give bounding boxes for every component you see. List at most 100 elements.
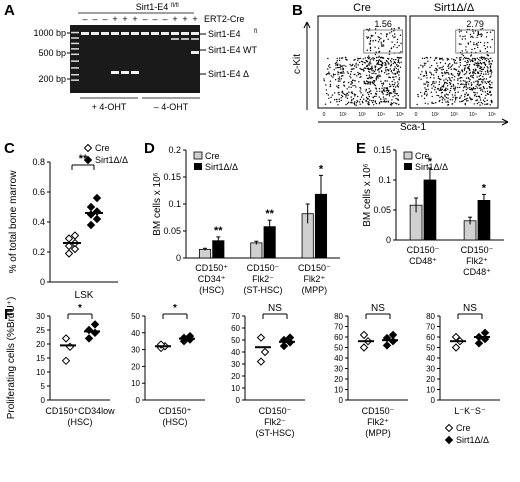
- flow-dot: [477, 64, 479, 66]
- flow-dot: [444, 62, 447, 65]
- flow-dot: [361, 63, 364, 66]
- flow-dot: [474, 58, 477, 61]
- flow-dot: [362, 58, 364, 60]
- f-y-tick-label: 10: [426, 386, 435, 395]
- flow-dot: [445, 97, 448, 99]
- f-point-sirt1: [480, 328, 490, 338]
- f-category-label: (MPP): [365, 428, 391, 438]
- flow-dot: [464, 57, 467, 59]
- flow-dot: [394, 66, 396, 68]
- flow-dot: [363, 98, 365, 100]
- flow-dot: [357, 95, 359, 98]
- flow-dot: [426, 80, 428, 83]
- flow-dot: [451, 99, 453, 101]
- flow-dot: [446, 71, 448, 74]
- flow-dot: [476, 42, 478, 45]
- flow-dot: [384, 72, 386, 74]
- e-category-label: CD150⁻: [461, 245, 494, 255]
- flow-dot: [340, 99, 342, 102]
- flow-dot: [441, 69, 443, 71]
- flow-dot: [372, 97, 374, 99]
- flow-dot: [365, 90, 367, 92]
- flow-x-tick: 0: [415, 112, 418, 118]
- flow-dot: [350, 83, 352, 86]
- flow-dot: [459, 35, 461, 37]
- flow-dot: [397, 68, 399, 71]
- flow-dot: [464, 80, 466, 82]
- flow-dot: [380, 33, 382, 35]
- flow-dot: [337, 73, 339, 76]
- flow-dot: [487, 71, 489, 73]
- panel-label-a: A: [4, 2, 15, 19]
- flow-dot: [395, 76, 397, 78]
- flow-dot: [442, 68, 445, 71]
- flow-dot: [366, 92, 369, 94]
- flow-dot: [385, 64, 387, 66]
- flow-dot: [470, 82, 472, 84]
- flow-dot: [358, 72, 360, 75]
- gate-value: 2.79: [466, 19, 484, 29]
- flow-dot: [333, 99, 336, 101]
- flow-dot: [478, 95, 480, 98]
- flow-dot: [471, 76, 473, 78]
- flow-dot: [325, 89, 328, 91]
- flow-dot: [380, 37, 382, 40]
- flow-dot: [439, 58, 441, 60]
- flow-dot: [454, 99, 457, 101]
- flow-dot: [448, 67, 450, 70]
- flow-dot: [372, 35, 374, 37]
- c-y-axis-label: % of total bone marrow: [8, 170, 19, 274]
- flow-dot: [484, 81, 486, 83]
- band-wt: [191, 38, 199, 40]
- ladder-label: 500 bp: [38, 48, 66, 58]
- d-y-tick-label: 0.1: [168, 199, 181, 209]
- lsk-gate: [455, 29, 495, 54]
- flow-dot: [379, 67, 381, 69]
- flow-dot: [426, 77, 428, 79]
- flow-dot: [380, 98, 382, 100]
- flow-dot: [473, 71, 475, 74]
- d-bar-cre: [198, 248, 212, 259]
- flow-dot: [459, 59, 461, 62]
- flow-dot: [347, 94, 349, 96]
- flow-dot: [453, 87, 455, 89]
- flow-dot: [484, 48, 487, 50]
- flow-dot: [456, 62, 458, 64]
- panel-label-b: B: [292, 2, 303, 19]
- flow-dot: [440, 95, 443, 98]
- ladder-label: 1000 bp: [33, 28, 66, 38]
- flow-dot: [476, 83, 479, 86]
- flow-dot: [349, 63, 351, 66]
- flow-dot: [388, 73, 390, 75]
- flow-dot: [371, 81, 374, 83]
- flow-dot: [464, 56, 466, 59]
- flow-dot: [367, 103, 369, 105]
- flow-dot: [383, 88, 385, 91]
- flow-dot: [351, 92, 354, 95]
- flow-dot: [377, 77, 379, 79]
- flow-dot: [378, 88, 381, 90]
- d-y-tick-label: 0.2: [168, 145, 181, 155]
- flow-dot: [485, 82, 488, 85]
- c-point-sirt1: [92, 193, 102, 203]
- flow-dot: [393, 102, 395, 104]
- flow-dot: [468, 72, 471, 75]
- ladder-band: [71, 67, 79, 69]
- flow-dot: [390, 61, 392, 63]
- flow-dot: [340, 71, 342, 74]
- e-legend-label: Sirt1Δ/Δ: [415, 162, 448, 172]
- flow-dot: [435, 68, 437, 70]
- band-wt-control: [191, 51, 199, 54]
- flow-dot: [472, 72, 474, 75]
- flow-dot: [430, 91, 433, 93]
- flow-dot: [375, 95, 377, 98]
- flow-dot: [471, 59, 473, 61]
- flow-dot: [433, 81, 435, 83]
- flow-dot: [345, 58, 347, 60]
- flow-dot: [457, 91, 459, 93]
- flow-dot: [351, 79, 354, 82]
- flow-dot: [420, 78, 422, 81]
- flow-dot: [476, 66, 479, 68]
- flow-dot: [361, 69, 363, 71]
- flow-dot: [468, 69, 471, 72]
